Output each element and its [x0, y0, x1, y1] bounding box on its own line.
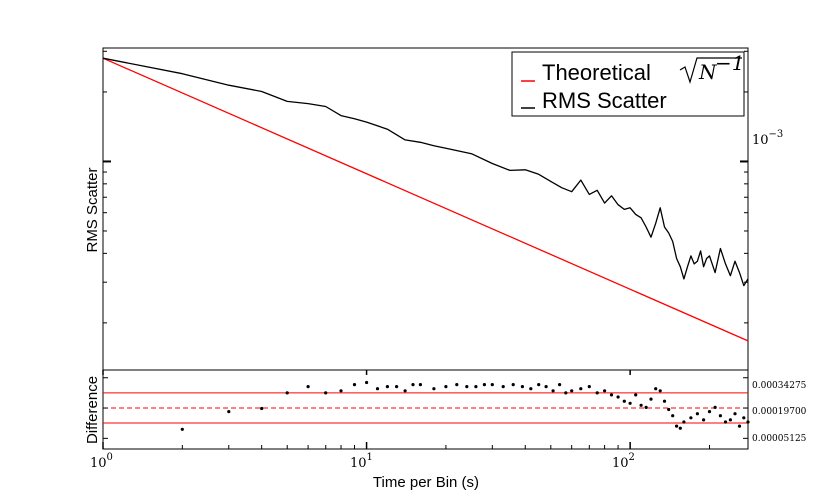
- difference-point: [375, 387, 380, 391]
- legend-label-rms: RMS Scatter: [542, 88, 667, 113]
- difference-point: [501, 385, 505, 389]
- diff-tick-lower: 0.00005125: [752, 434, 807, 444]
- difference-point: [551, 389, 555, 393]
- difference-point: [537, 383, 541, 387]
- difference-plot-area: [103, 380, 750, 431]
- difference-point: [628, 401, 632, 405]
- x-tick-label-10-2: 102: [612, 452, 635, 471]
- difference-point: [707, 410, 712, 414]
- main-plot-area: [102, 57, 749, 342]
- difference-point: [285, 391, 289, 395]
- difference-point: [403, 389, 407, 393]
- diff-tick-middle: 0.00019700: [752, 407, 807, 417]
- x-axis-label: Time per Bin (s): [373, 474, 479, 491]
- difference-point: [544, 385, 548, 389]
- difference-point: [742, 416, 746, 420]
- difference-point: [564, 391, 568, 395]
- x-tick-mantissa: 10: [350, 456, 367, 471]
- difference-point: [634, 393, 638, 397]
- difference-point: [595, 391, 599, 395]
- difference-point: [411, 383, 415, 387]
- difference-point: [352, 383, 357, 387]
- difference-point: [474, 385, 478, 389]
- y-tick-mantissa: 10: [752, 133, 769, 148]
- x-tick-mantissa: 10: [612, 456, 629, 471]
- diff-tick-upper: 0.00034275: [752, 381, 807, 391]
- legend-sqrt-symbol: [679, 57, 742, 85]
- difference-point: [558, 383, 562, 387]
- difference-point: [616, 395, 620, 399]
- difference-point: [520, 385, 525, 389]
- difference-point: [689, 416, 693, 420]
- difference-point: [675, 424, 679, 428]
- y-tick-exponent: −3: [769, 129, 784, 140]
- difference-point: [695, 412, 700, 416]
- difference-point: [529, 387, 533, 391]
- difference-point: [737, 424, 742, 428]
- difference-point: [682, 420, 686, 424]
- difference-point: [671, 414, 675, 418]
- difference-point: [603, 389, 607, 393]
- legend-math-n: N: [698, 60, 718, 84]
- difference-point: [227, 410, 231, 414]
- difference-point: [587, 385, 591, 389]
- difference-point: [444, 385, 448, 389]
- main-y-axis-label: RMS Scatter: [84, 167, 101, 252]
- rms-scatter-line: [102, 57, 749, 287]
- difference-point: [718, 414, 723, 418]
- difference-point: [490, 383, 494, 387]
- legend-label-theoretical: Theoretical: [542, 60, 651, 85]
- difference-point: [723, 420, 728, 424]
- y-tick-label-1e-3: 10−3: [752, 129, 783, 148]
- difference-point: [365, 380, 369, 385]
- difference-point: [644, 405, 648, 409]
- x-tick-exponent: 1: [367, 452, 373, 463]
- difference-point: [658, 389, 662, 393]
- difference-axis-ticks: [102, 370, 748, 449]
- difference-point: [622, 399, 626, 403]
- difference-point: [733, 412, 737, 416]
- difference-point: [570, 389, 574, 393]
- difference-plot-frame: [102, 369, 749, 450]
- x-tick-label-10-0: 100: [90, 452, 113, 471]
- x-tick-exponent: 2: [629, 452, 635, 463]
- difference-point: [654, 387, 658, 391]
- difference-point: [746, 420, 750, 424]
- difference-point: [465, 385, 469, 389]
- difference-point: [455, 383, 459, 387]
- difference-point: [418, 383, 422, 387]
- main-y-ticks: [103, 50, 748, 324]
- difference-point: [395, 385, 399, 389]
- legend-box: [511, 51, 745, 117]
- x-tick-label-10-1: 101: [350, 452, 373, 471]
- difference-point: [678, 426, 682, 430]
- difference-point: [432, 387, 436, 391]
- theoretical-line: [102, 57, 749, 342]
- difference-point: [482, 383, 486, 387]
- difference-point: [260, 406, 264, 411]
- legend: Theoretical N −1 RMS Scatter: [511, 51, 745, 117]
- difference-point: [649, 397, 653, 401]
- difference-point: [702, 418, 706, 422]
- difference-point: [511, 383, 515, 387]
- difference-point: [728, 418, 733, 422]
- difference-point: [339, 389, 343, 393]
- difference-point: [385, 385, 389, 389]
- difference-point: [667, 407, 671, 412]
- legend-math-exponent: −1: [715, 51, 744, 75]
- difference-point: [609, 393, 614, 397]
- difference-point: [306, 385, 310, 389]
- x-tick-exponent: 0: [107, 452, 113, 463]
- difference-point: [713, 405, 717, 409]
- x-tick-mantissa: 10: [90, 456, 107, 471]
- difference-point: [662, 399, 667, 403]
- difference-point: [639, 403, 643, 407]
- difference-point: [324, 391, 328, 395]
- difference-point: [579, 387, 583, 391]
- difference-y-axis-label: Difference: [84, 376, 101, 444]
- difference-point: [180, 427, 184, 431]
